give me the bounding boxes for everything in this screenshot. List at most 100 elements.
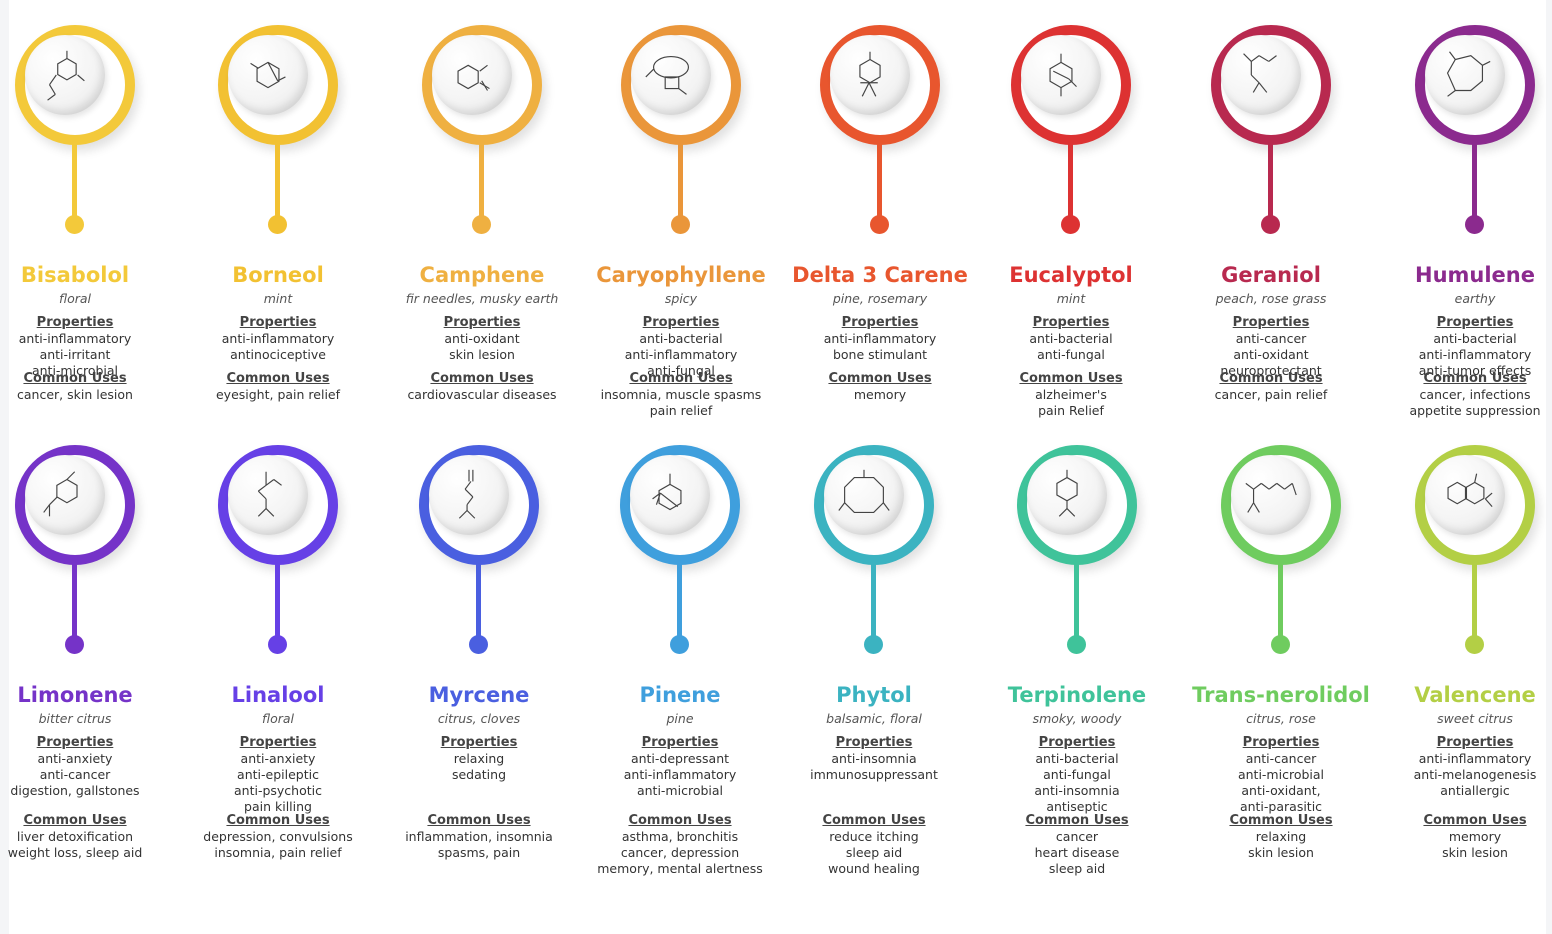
- terpene-name: Pinene: [639, 683, 721, 707]
- properties-heading: Properties: [1232, 315, 1310, 330]
- pin-dot: [268, 635, 287, 654]
- properties-heading: Properties: [835, 735, 913, 750]
- common-uses-block: Common Uses liver detoxification weight l…: [0, 812, 170, 861]
- molecule-pin: [1415, 445, 1535, 660]
- terpene-card-phytol: Phytol balsamic, floral Properties anti-…: [779, 445, 969, 885]
- common-use-item: sleep aid: [845, 845, 903, 860]
- terpene-card-pinene: Pinene pine Properties anti-depressant an…: [585, 445, 775, 885]
- common-use-item: appetite suppression: [1409, 403, 1541, 418]
- common-uses-block: Common Uses memory: [785, 370, 975, 403]
- terpene-card-humulene: Humulene earthy Properties anti-bacteria…: [1380, 25, 1552, 425]
- property-item: bone stimulant: [832, 347, 928, 362]
- molecule-disc: [830, 35, 910, 115]
- property-item: anti-microbial: [636, 783, 724, 798]
- pin-dot: [1061, 215, 1080, 234]
- common-uses-heading: Common Uses: [1423, 371, 1527, 386]
- pin-dot: [1271, 635, 1290, 654]
- pinene-structure-icon: [652, 473, 682, 511]
- property-item: sedating: [451, 767, 507, 782]
- terpene-name: Valencene: [1414, 683, 1536, 707]
- pin-dot: [671, 215, 690, 234]
- pin-dot: [864, 635, 883, 654]
- property-item: anti-depressant: [630, 751, 730, 766]
- terpene-name: Caryophyllene: [596, 263, 766, 287]
- molecule-pin: [620, 445, 740, 660]
- common-use-item: asthma, bronchitis: [621, 829, 739, 844]
- terpene-name: Camphene: [419, 263, 545, 287]
- terpene-aroma: peach, rose grass: [1215, 291, 1327, 306]
- pin-stem: [476, 563, 481, 643]
- molecule-disc: [228, 35, 308, 115]
- property-item: digestion, gallstones: [10, 783, 140, 798]
- terpene-aroma: pine, rosemary: [832, 291, 928, 306]
- common-uses-heading: Common Uses: [1025, 813, 1129, 828]
- property-item: antinociceptive: [230, 347, 326, 362]
- pin-dot: [268, 215, 287, 234]
- pin-stem: [275, 563, 280, 643]
- molecule-pin: [1415, 25, 1535, 240]
- property-item: anti-insomnia: [831, 751, 917, 766]
- pin-dot: [1261, 215, 1280, 234]
- bisabolol-structure-icon: [47, 50, 85, 101]
- property-item: anti-inflammatory: [624, 347, 738, 362]
- terpene-card-camphene: Camphene fir needles, musky earth Proper…: [387, 25, 577, 425]
- common-uses-block: Common Uses cancer, infections appetite s…: [1380, 370, 1552, 419]
- terpene-aroma: bitter citrus: [38, 711, 112, 726]
- terpene-aroma: spicy: [664, 291, 698, 306]
- terpene-card-eucalyptol: Eucalyptol mint Properties anti-bacteria…: [976, 25, 1166, 425]
- common-uses-heading: Common Uses: [822, 813, 926, 828]
- molecule-disc: [631, 35, 711, 115]
- molecule-pin: [15, 445, 135, 660]
- molecule-disc: [25, 455, 105, 535]
- molecule-disc: [1231, 455, 1311, 535]
- molecule-pin: [814, 445, 934, 660]
- valencene-structure-icon: [1447, 473, 1493, 508]
- terpene-name: Borneol: [232, 263, 324, 287]
- molecule-pin: [1221, 445, 1341, 660]
- phytol-structure-icon: [838, 469, 890, 514]
- molecule-pin: [1211, 25, 1331, 240]
- terpene-aroma: smoky, woody: [1032, 711, 1122, 726]
- common-use-item: reduce itching: [829, 829, 919, 844]
- properties-heading: Properties: [36, 315, 114, 330]
- common-use-item: cancer, infections: [1419, 387, 1531, 402]
- molecule-disc: [1425, 455, 1505, 535]
- properties-heading: Properties: [239, 315, 317, 330]
- humulene-structure-icon: [1446, 51, 1491, 97]
- common-uses-heading: Common Uses: [23, 813, 127, 828]
- molecule-pin: [218, 25, 338, 240]
- common-use-item: inflammation, insomnia: [405, 829, 553, 844]
- molecule-pin: [621, 25, 741, 240]
- terpene-aroma: citrus, cloves: [437, 711, 521, 726]
- pin-stem: [877, 143, 882, 223]
- property-item: anti-bacterial: [1029, 331, 1113, 346]
- common-uses-heading: Common Uses: [1229, 813, 1333, 828]
- property-item: anti-irritant: [39, 347, 111, 362]
- pin-dot: [65, 215, 84, 234]
- terpene-name: Myrcene: [428, 683, 530, 707]
- molecule-disc: [228, 455, 308, 535]
- property-item: anti-oxidant,: [1241, 783, 1321, 798]
- property-item: anti-bacterial: [1035, 751, 1119, 766]
- terpene-card-geraniol: Geraniol peach, rose grass Properties an…: [1176, 25, 1366, 425]
- terpene-aroma: mint: [263, 291, 293, 306]
- pin-dot: [1067, 635, 1086, 654]
- terpene-card-bisabolol: Bisabolol floral Properties anti-inflamm…: [0, 25, 170, 425]
- eucalyptol-structure-icon: [1049, 53, 1077, 97]
- common-use-item: weight loss, sleep aid: [7, 845, 143, 860]
- common-use-item: wound healing: [828, 861, 920, 876]
- property-item: anti-fungal: [1043, 767, 1111, 782]
- terpene-aroma: citrus, rose: [1246, 711, 1316, 726]
- linalool-structure-icon: [257, 471, 282, 517]
- common-uses-heading: Common Uses: [427, 813, 531, 828]
- common-use-item: pain Relief: [1038, 403, 1104, 418]
- terpene-name: Trans-nerolidol: [1192, 683, 1370, 707]
- common-uses-block: Common Uses memory skin lesion: [1380, 812, 1552, 861]
- camphene-structure-icon: [457, 64, 490, 91]
- property-item: anti-tumor effects: [1418, 363, 1532, 378]
- terpene-name: Delta 3 Carene: [792, 263, 968, 287]
- common-use-item: sleep aid: [1048, 861, 1106, 876]
- delta-3-carene-structure-icon: [859, 51, 881, 97]
- common-use-item: spasms, pain: [437, 845, 521, 860]
- terpene-card-valencene: Valencene sweet citrus Properties anti-i…: [1380, 445, 1552, 885]
